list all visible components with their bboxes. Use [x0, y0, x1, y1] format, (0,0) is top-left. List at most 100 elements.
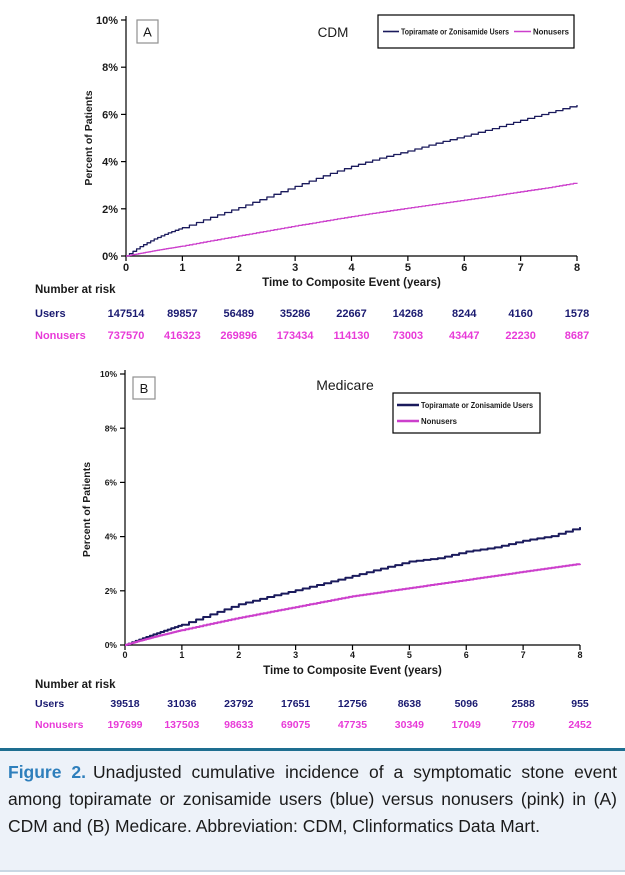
panel-b-title: Medicare	[316, 377, 374, 393]
x-tick-label: 8	[574, 262, 580, 274]
panel-a-chart: 0% 2% 4% 6% 8% 10% 0 1 2 3 4 5 6 7 8 Percent of Patient…	[0, 0, 625, 362]
x-tick-label: 7	[521, 650, 526, 660]
risk-value: 22667	[336, 308, 367, 320]
x-tick-label: 6	[461, 262, 467, 274]
risk-value: 73003	[393, 330, 424, 342]
legend-box	[377, 14, 575, 49]
risk-value: 89857	[167, 308, 198, 320]
x-tick-label: 6	[464, 650, 469, 660]
risk-value: 22230	[505, 330, 536, 342]
risk-row-label-nonusers: Nonusers	[35, 719, 84, 731]
x-tick-label: 4	[348, 262, 355, 274]
y-tick-label: 6%	[105, 477, 118, 487]
risk-row-label-nonusers: Nonusers	[35, 330, 86, 342]
risk-value: 137503	[164, 719, 199, 731]
risk-value: 416323	[164, 330, 201, 342]
caption-top-rule	[0, 748, 625, 751]
nonusers-curve	[125, 563, 581, 646]
panel-b-label-box	[132, 376, 156, 400]
risk-value: 1578	[565, 308, 589, 320]
risk-value: 147514	[108, 308, 146, 320]
risk-value: 47735	[338, 719, 367, 731]
x-tick-label: 2	[236, 262, 242, 274]
risk-value: 14268	[393, 308, 424, 320]
panel-a-label: A	[143, 25, 152, 40]
legend-users-label: Topiramate or Zonisamide Users	[401, 28, 510, 37]
risk-value: 12756	[338, 698, 367, 710]
users-curve	[126, 105, 578, 257]
risk-value: 98633	[224, 719, 253, 731]
y-tick-label: 0%	[105, 640, 118, 650]
figure-caption-text: Unadjusted cumulative incidence of a sym…	[8, 762, 617, 836]
nonusers-curve	[126, 182, 578, 257]
figure-caption: Figure 2. Unadjusted cumulative incidence…	[0, 751, 625, 871]
risk-value: 30349	[395, 719, 424, 731]
caption-bottom-rule	[0, 870, 625, 872]
y-tick-label: 0%	[102, 251, 118, 263]
risk-value: 35286	[280, 308, 311, 320]
panel-b-label: B	[140, 381, 149, 396]
risk-value: 173434	[277, 330, 315, 342]
legend-users-label: Topiramate or Zonisamide Users	[421, 401, 534, 410]
x-tick-label: 2	[236, 650, 241, 660]
risk-value: 8687	[565, 330, 589, 342]
x-tick-label: 5	[407, 650, 412, 660]
x-tick-label: 3	[293, 650, 298, 660]
risk-value: 69075	[281, 719, 310, 731]
risk-value: 56489	[223, 308, 254, 320]
x-tick-label: 0	[122, 650, 127, 660]
risk-value: 114130	[333, 330, 369, 342]
risk-value: 2452	[568, 719, 592, 731]
panel-b-chart: 0% 2% 4% 6% 8% 10% 0 1 2 3 4 5 6 7 8 Percent of Patient…	[0, 360, 625, 750]
risk-row-label-users: Users	[35, 698, 64, 710]
y-tick-label: 8%	[105, 423, 118, 433]
x-tick-label: 0	[123, 262, 129, 274]
y-tick-label: 10%	[96, 15, 118, 27]
y-tick-label: 2%	[102, 204, 118, 216]
x-axis-title: Time to Composite Event (years)	[262, 277, 441, 289]
risk-value: 31036	[167, 698, 196, 710]
y-tick-label: 4%	[105, 532, 118, 542]
y-axis-title: Percent of Patients	[83, 90, 95, 185]
risk-value: 197699	[107, 719, 142, 731]
risk-value: 17049	[452, 719, 481, 731]
risk-value: 955	[571, 698, 589, 710]
risk-value: 7709	[511, 719, 535, 731]
risk-value: 8244	[452, 308, 477, 320]
risk-value: 43447	[449, 330, 480, 342]
x-tick-label: 1	[179, 262, 185, 274]
y-axis-title: Percent of Patients	[81, 462, 93, 557]
risk-value: 269896	[220, 330, 257, 342]
y-tick-label: 6%	[102, 109, 118, 121]
risk-value: 39518	[110, 698, 139, 710]
x-tick-label: 5	[405, 262, 411, 274]
y-tick-label: 4%	[102, 157, 118, 169]
x-tick-label: 3	[292, 262, 298, 274]
number-at-risk-header: Number at risk	[35, 679, 116, 691]
panel-a-title: CDM	[318, 25, 349, 40]
y-tick-label: 2%	[105, 586, 118, 596]
risk-value: 8638	[398, 698, 422, 710]
risk-value: 4160	[508, 308, 532, 320]
risk-value: 737570	[108, 330, 145, 342]
legend-nonusers-label: Nonusers	[421, 417, 458, 426]
x-tick-label: 8	[577, 650, 582, 660]
legend-box	[392, 392, 541, 434]
x-tick-label: 4	[350, 650, 355, 660]
x-axis-title: Time to Composite Event (years)	[263, 665, 442, 677]
panel-a-svg: 0% 2% 4% 6% 8% 10% 0 1 2 3 4 5 6 7 8 Percent of Patient…	[35, 14, 589, 342]
panel-a-label-box	[136, 19, 159, 44]
x-tick-label: 7	[518, 262, 524, 274]
risk-value: 23792	[224, 698, 253, 710]
risk-value: 2588	[511, 698, 535, 710]
risk-value: 17651	[281, 698, 310, 710]
risk-value: 5096	[455, 698, 479, 710]
figure-caption-label: Figure 2.	[8, 762, 87, 782]
panel-b-svg: 0% 2% 4% 6% 8% 10% 0 1 2 3 4 5 6 7 8 Percent of Patient…	[35, 369, 592, 731]
number-at-risk-header: Number at risk	[35, 284, 116, 296]
y-tick-label: 10%	[100, 369, 117, 379]
users-curve	[125, 527, 581, 646]
legend-nonusers-label: Nonusers	[533, 28, 570, 37]
risk-row-label-users: Users	[35, 308, 66, 320]
